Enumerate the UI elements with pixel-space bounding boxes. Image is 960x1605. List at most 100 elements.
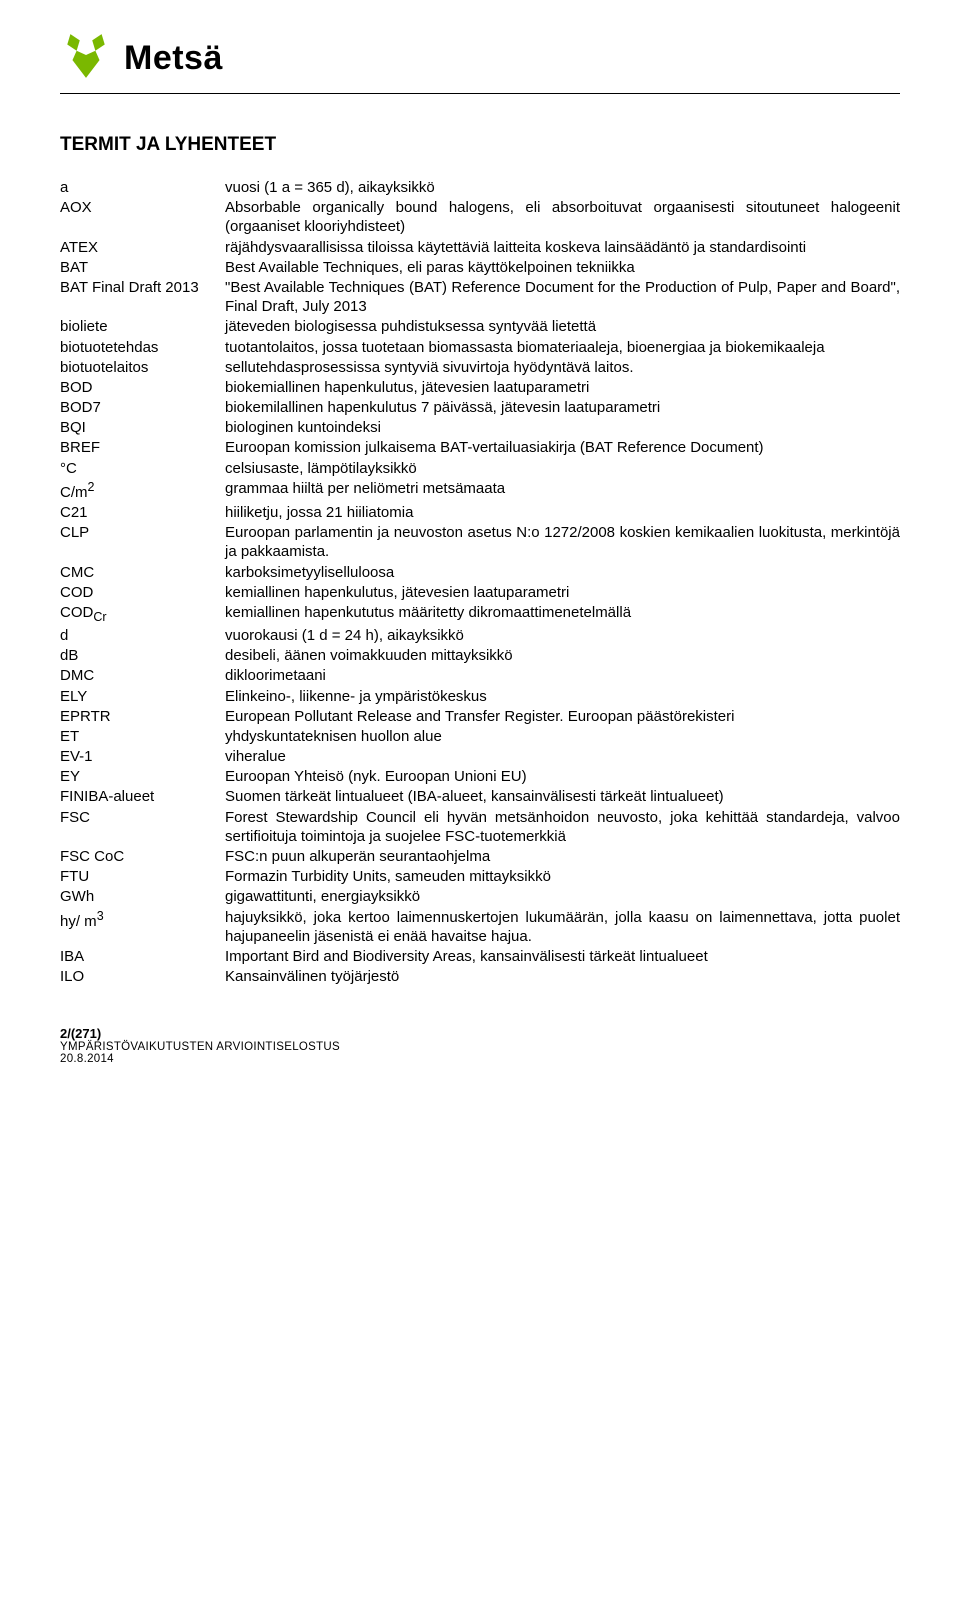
term-definition: kemiallinen hapenkututus määritetty dikr…: [225, 603, 900, 625]
term-definition: Elinkeino-, liikenne- ja ympäristökeskus: [225, 687, 900, 706]
term-key: BOD7: [60, 398, 225, 417]
term-key: ILO: [60, 967, 225, 986]
term-key: EPRTR: [60, 707, 225, 726]
term-row: biotuotelaitossellutehdasprosessissa syn…: [60, 358, 900, 377]
term-row: CODCrkemiallinen hapenkututus määritetty…: [60, 603, 900, 625]
term-definition: Euroopan komission julkaisema BAT-vertai…: [225, 438, 900, 457]
term-definition: Formazin Turbidity Units, sameuden mitta…: [225, 867, 900, 886]
term-row: AOXAbsorbable organically bound halogens…: [60, 198, 900, 236]
header-rule: [60, 93, 900, 94]
term-key: BAT: [60, 258, 225, 277]
term-key: BAT Final Draft 2013: [60, 278, 225, 316]
term-key: biotuotelaitos: [60, 358, 225, 377]
term-row: CLPEuroopan parlamentin ja neuvoston ase…: [60, 523, 900, 561]
term-definition: biokemiallinen hapenkulutus, jätevesien …: [225, 378, 900, 397]
term-row: CMCkarboksimetyyliselluloosa: [60, 563, 900, 582]
term-row: ATEXräjähdysvaarallisissa tiloissa käyte…: [60, 238, 900, 257]
term-definition: celsiusaste, lämpötilayksikkö: [225, 459, 900, 478]
term-key: DMC: [60, 666, 225, 685]
term-definition: European Pollutant Release and Transfer …: [225, 707, 900, 726]
term-definition: gigawattitunti, energiayksikkö: [225, 887, 900, 906]
term-key: ATEX: [60, 238, 225, 257]
term-definition: desibeli, äänen voimakkuuden mittayksikk…: [225, 646, 900, 665]
term-row: ETyhdyskuntateknisen huollon alue: [60, 727, 900, 746]
term-row: CODkemiallinen hapenkulutus, jätevesien …: [60, 583, 900, 602]
term-row: IBAImportant Bird and Biodiversity Areas…: [60, 947, 900, 966]
term-key: °C: [60, 459, 225, 478]
term-row: °Ccelsiusaste, lämpötilayksikkö: [60, 459, 900, 478]
term-row: biolietejäteveden biologisessa puhdistuk…: [60, 317, 900, 336]
term-key: EV-1: [60, 747, 225, 766]
term-definition: karboksimetyyliselluloosa: [225, 563, 900, 582]
term-row: FSC CoCFSC:n puun alkuperän seurantaohje…: [60, 847, 900, 866]
term-row: biotuotetehdastuotantolaitos, jossa tuot…: [60, 338, 900, 357]
term-key: CMC: [60, 563, 225, 582]
term-key: hy/ m3: [60, 908, 225, 946]
term-key: d: [60, 626, 225, 645]
term-row: BATBest Available Techniques, eli paras …: [60, 258, 900, 277]
term-row: C/m2grammaa hiiltä per neliömetri metsäm…: [60, 479, 900, 502]
term-row: BOD7biokemilallinen hapenkulutus 7 päivä…: [60, 398, 900, 417]
term-row: FINIBA-alueetSuomen tärkeät lintualueet …: [60, 787, 900, 806]
term-definition: tuotantolaitos, jossa tuotetaan biomassa…: [225, 338, 900, 357]
term-definition: yhdyskuntateknisen huollon alue: [225, 727, 900, 746]
term-definition: Important Bird and Biodiversity Areas, k…: [225, 947, 900, 966]
footer-page-number: 2/(271): [60, 1026, 900, 1041]
term-definition: Kansainvälinen työjärjestö: [225, 967, 900, 986]
term-key: EY: [60, 767, 225, 786]
term-key: FSC: [60, 808, 225, 846]
term-row: dvuorokausi (1 d = 24 h), aikayksikkö: [60, 626, 900, 645]
term-key: C/m2: [60, 479, 225, 502]
term-definition: biologinen kuntoindeksi: [225, 418, 900, 437]
term-row: EPRTREuropean Pollutant Release and Tran…: [60, 707, 900, 726]
term-definition: Euroopan Yhteisö (nyk. Euroopan Unioni E…: [225, 767, 900, 786]
term-definition: Suomen tärkeät lintualueet (IBA-alueet, …: [225, 787, 900, 806]
term-key: IBA: [60, 947, 225, 966]
term-definition: grammaa hiiltä per neliömetri metsämaata: [225, 479, 900, 502]
page-title: TERMIT JA LYHENTEET: [60, 134, 900, 156]
term-definition: FSC:n puun alkuperän seurantaohjelma: [225, 847, 900, 866]
term-key: GWh: [60, 887, 225, 906]
term-definition: biokemilallinen hapenkulutus 7 päivässä,…: [225, 398, 900, 417]
term-row: EYEuroopan Yhteisö (nyk. Euroopan Unioni…: [60, 767, 900, 786]
term-key: C21: [60, 503, 225, 522]
footer-date: 20.8.2014: [60, 1053, 900, 1065]
term-definition: viheralue: [225, 747, 900, 766]
term-definition: dikloorimetaani: [225, 666, 900, 685]
term-row: BODbiokemiallinen hapenkulutus, jätevesi…: [60, 378, 900, 397]
term-key: CLP: [60, 523, 225, 561]
term-definition: kemiallinen hapenkulutus, jätevesien laa…: [225, 583, 900, 602]
term-key: biotuotetehdas: [60, 338, 225, 357]
term-key: FINIBA-alueet: [60, 787, 225, 806]
term-row: ILOKansainvälinen työjärjestö: [60, 967, 900, 986]
term-key: a: [60, 178, 225, 197]
term-row: ELYElinkeino-, liikenne- ja ympäristökes…: [60, 687, 900, 706]
term-row: BREFEuroopan komission julkaisema BAT-ve…: [60, 438, 900, 457]
term-row: BAT Final Draft 2013"Best Available Tech…: [60, 278, 900, 316]
term-definition: Best Available Techniques, eli paras käy…: [225, 258, 900, 277]
brand-header: Metsä: [60, 30, 900, 87]
brand-logo-icon: [60, 30, 112, 87]
term-row: avuosi (1 a = 365 d), aikayksikkö: [60, 178, 900, 197]
term-key: CODCr: [60, 603, 225, 625]
term-row: EV-1viheralue: [60, 747, 900, 766]
term-row: FSCForest Stewardship Council eli hyvän …: [60, 808, 900, 846]
term-key: AOX: [60, 198, 225, 236]
term-definition: Euroopan parlamentin ja neuvoston asetus…: [225, 523, 900, 561]
term-definition: "Best Available Techniques (BAT) Referen…: [225, 278, 900, 316]
term-row: dBdesibeli, äänen voimakkuuden mittayksi…: [60, 646, 900, 665]
term-key: bioliete: [60, 317, 225, 336]
term-key: FSC CoC: [60, 847, 225, 866]
term-key: BOD: [60, 378, 225, 397]
term-definition: vuorokausi (1 d = 24 h), aikayksikkö: [225, 626, 900, 645]
term-definition: Absorbable organically bound halogens, e…: [225, 198, 900, 236]
term-definition: räjähdysvaarallisissa tiloissa käytettäv…: [225, 238, 900, 257]
brand-name: Metsä: [124, 39, 223, 78]
term-key: COD: [60, 583, 225, 602]
term-key: BQI: [60, 418, 225, 437]
term-key: ET: [60, 727, 225, 746]
term-key: BREF: [60, 438, 225, 457]
term-row: C21hiiliketju, jossa 21 hiiliatomia: [60, 503, 900, 522]
footer-subtitle: YMPÄRISTÖVAIKUTUSTEN ARVIOINTISELOSTUS: [60, 1041, 900, 1053]
term-row: hy/ m3hajuyksikkö, joka kertoo laimennus…: [60, 908, 900, 946]
